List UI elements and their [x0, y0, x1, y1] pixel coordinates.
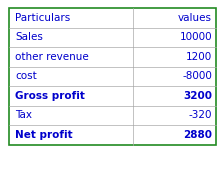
Text: Tax: Tax	[15, 110, 32, 120]
Text: other revenue: other revenue	[15, 52, 89, 62]
Text: values: values	[178, 13, 212, 23]
Text: 1200: 1200	[186, 52, 212, 62]
Text: Particulars: Particulars	[15, 13, 70, 23]
Text: Gross profit: Gross profit	[15, 91, 85, 101]
Text: 2880: 2880	[183, 130, 212, 140]
Bar	[9, 8, 216, 144]
Text: Sales: Sales	[15, 32, 43, 42]
Text: -320: -320	[188, 110, 212, 120]
Text: -8000: -8000	[182, 71, 212, 81]
Text: Net profit: Net profit	[15, 130, 73, 140]
Text: cost: cost	[15, 71, 37, 81]
Text: 3200: 3200	[183, 91, 212, 101]
Text: 10000: 10000	[179, 32, 212, 42]
